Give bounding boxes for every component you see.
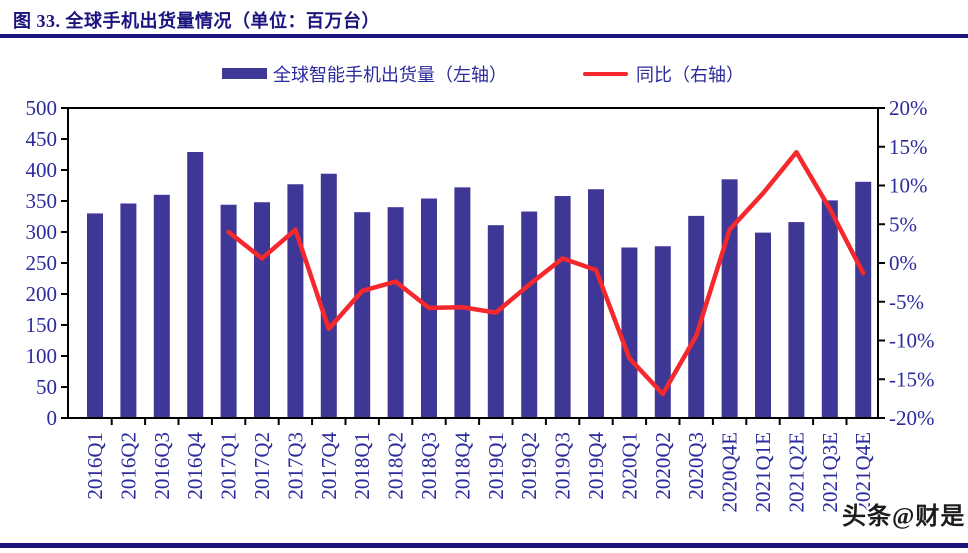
- right-axis-tick-label: 10%: [889, 174, 928, 198]
- x-axis-category-label: 2020Q4E: [718, 432, 742, 513]
- left-axis-tick-label: 450: [26, 127, 58, 151]
- bar-2019Q2: [521, 211, 538, 418]
- bar-2018Q1: [354, 212, 371, 418]
- bar-2020Q1: [621, 247, 638, 418]
- bar-2017Q1: [220, 204, 237, 418]
- bar-2018Q4: [454, 187, 471, 418]
- line-series-label: 同比（右轴）: [636, 65, 744, 85]
- right-axis-tick-label: -5%: [889, 290, 924, 314]
- x-axis-category-label: 2017Q2: [250, 432, 274, 500]
- x-axis-category-label: 2021Q2E: [784, 432, 808, 513]
- bar-2021Q4E: [855, 181, 872, 418]
- x-axis-category-label: 2018Q4: [450, 432, 474, 500]
- right-axis-tick-label: 15%: [889, 135, 928, 159]
- left-axis-tick-label: 500: [26, 96, 58, 120]
- x-axis-category-label: 2017Q4: [317, 432, 341, 500]
- right-axis-tick-label: -10%: [889, 329, 935, 353]
- x-axis-category-label: 2016Q3: [150, 432, 174, 500]
- x-axis-category-label: 2019Q3: [551, 432, 575, 500]
- left-axis-tick-label: 150: [26, 313, 58, 337]
- x-axis-category-label: 2020Q3: [684, 432, 708, 500]
- x-axis-category-label: 2019Q4: [584, 432, 608, 500]
- bar-2016Q1: [87, 213, 103, 418]
- figure-title: 图 33. 全球手机出货量情况（单位：百万台）: [13, 11, 380, 31]
- x-axis-category-label: 2017Q1: [217, 432, 241, 500]
- left-axis-tick-label: 0: [47, 406, 58, 430]
- bar-series-swatch-icon: [222, 68, 267, 79]
- bar-2020Q2: [654, 246, 671, 418]
- left-axis-tick-label: 400: [26, 158, 58, 182]
- right-axis-tick-label: 0%: [889, 251, 917, 275]
- bottom-rule: [0, 543, 968, 548]
- bar-2020Q4E: [721, 179, 738, 418]
- left-axis-tick-label: 250: [26, 251, 58, 275]
- x-axis-category-label: 2019Q1: [484, 432, 508, 500]
- x-axis-category-label: 2020Q2: [651, 432, 675, 500]
- bar-2021Q3E: [821, 200, 838, 418]
- x-axis-category-label: 2018Q1: [350, 432, 374, 500]
- left-axis-tick-label: 200: [26, 282, 58, 306]
- bar-2021Q1E: [755, 232, 771, 418]
- bar-2016Q4: [187, 152, 204, 418]
- x-axis-category-label: 2021Q1E: [751, 432, 775, 513]
- line-series-swatch-icon: [583, 72, 628, 76]
- left-axis-tick-label: 350: [26, 189, 58, 213]
- bar-2019Q1: [487, 225, 504, 418]
- bar-series-label: 全球智能手机出货量（左轴）: [273, 65, 507, 85]
- x-axis-category-label: 2021Q4E: [851, 432, 875, 513]
- right-axis-tick-label: 20%: [889, 96, 928, 120]
- bar-2018Q2: [387, 207, 404, 418]
- bar-2019Q3: [554, 196, 571, 418]
- x-axis-category-label: 2021Q3E: [818, 432, 842, 513]
- x-axis-category-label: 2018Q2: [384, 432, 408, 500]
- x-axis-category-label: 2016Q2: [116, 432, 140, 500]
- right-axis-tick-label: -15%: [889, 367, 935, 391]
- bar-2021Q2E: [788, 222, 805, 418]
- left-axis-tick-label: 50: [36, 375, 57, 399]
- watermark: 头条@财是: [842, 504, 966, 530]
- left-axis-tick-label: 300: [26, 220, 58, 244]
- x-axis-category-label: 2018Q3: [417, 432, 441, 500]
- chart-legend: 全球智能手机出货量（左轴） 同比（右轴）: [0, 60, 968, 88]
- left-axis-tick-label: 100: [26, 344, 58, 368]
- yoy-line: [226, 149, 866, 397]
- bar-2017Q2: [254, 202, 270, 418]
- x-axis-category-label: 2017Q3: [283, 432, 307, 500]
- x-axis-category-label: 2020Q1: [617, 432, 641, 500]
- bar-2019Q4: [588, 189, 604, 418]
- x-axis-category-label: 2016Q1: [83, 432, 107, 500]
- right-axis-tick-label: 5%: [889, 212, 917, 236]
- bar-2016Q3: [153, 194, 170, 418]
- right-axis-tick-label: -20%: [889, 406, 935, 430]
- x-axis-category-label: 2019Q2: [517, 432, 541, 500]
- title-divider-rule: [0, 34, 968, 38]
- bar-2017Q4: [320, 173, 337, 418]
- bar-2016Q2: [120, 203, 137, 418]
- bar-2017Q3: [287, 184, 304, 418]
- bar-2020Q3: [688, 215, 705, 418]
- x-axis-category-label: 2016Q4: [183, 432, 207, 500]
